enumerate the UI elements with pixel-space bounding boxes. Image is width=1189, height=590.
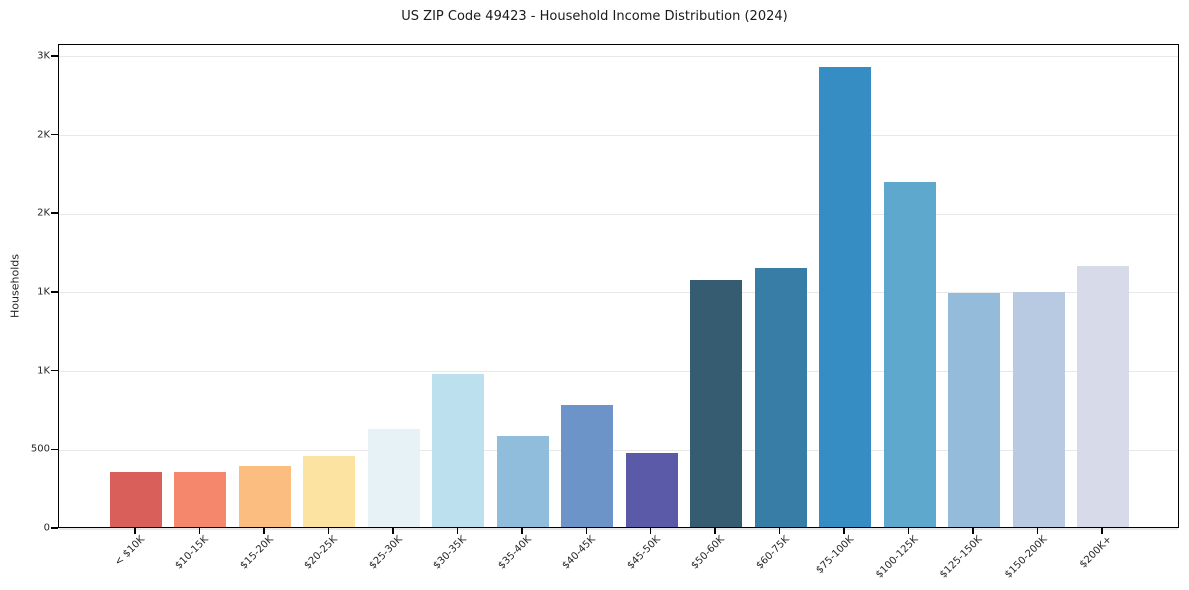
x-tick-label: $45-50K — [625, 534, 663, 572]
x-tick-mark — [907, 528, 910, 534]
y-tick-mark — [51, 55, 58, 57]
y-tick-mark — [51, 212, 58, 214]
bar — [432, 373, 485, 527]
bar — [496, 435, 549, 527]
gridline — [59, 371, 1178, 373]
gridline — [59, 528, 1178, 530]
bar — [1077, 265, 1129, 527]
bar — [754, 268, 807, 527]
x-tick-mark — [1036, 528, 1039, 534]
bar — [625, 453, 678, 527]
gridlines-layer — [59, 45, 1178, 530]
x-tick-label: $20-25K — [302, 534, 341, 572]
x-tick-label: $15-20K — [238, 534, 276, 572]
y-tick-mark — [51, 369, 58, 372]
x-tick-label: $150-200K — [1002, 534, 1050, 581]
plot-area — [58, 44, 1179, 530]
x-tick-mark — [456, 528, 459, 534]
x-tick-label: $25-30K — [367, 534, 405, 572]
gridline — [59, 292, 1178, 294]
y-tick-label: 1K — [37, 365, 50, 377]
bar — [174, 471, 227, 527]
x-tick-mark — [972, 528, 974, 534]
bar — [1012, 291, 1065, 527]
y-tick-label: 500 — [30, 443, 50, 455]
bar — [561, 405, 614, 527]
x-tick-label: $40-45K — [560, 534, 599, 572]
bar — [238, 465, 291, 527]
chart-title: US ZIP Code 49423 - Household Income Dis… — [401, 9, 788, 24]
gridline — [59, 56, 1178, 58]
x-tick-mark — [198, 528, 201, 534]
y-tick-label: 3K — [37, 50, 50, 62]
bar — [948, 292, 1001, 527]
x-tick-mark — [1101, 528, 1103, 534]
y-tick-mark — [51, 527, 58, 529]
x-tick-label: < $10K — [112, 534, 147, 569]
x-tick-label: $30-35K — [431, 534, 470, 572]
x-tick-label: $125-150K — [938, 534, 985, 581]
x-tick-mark — [327, 528, 330, 534]
x-tick-label: $200K+ — [1077, 534, 1114, 571]
y-tick-mark — [51, 291, 58, 293]
bar — [110, 471, 162, 527]
x-tick-mark — [714, 528, 716, 534]
x-tick-mark — [778, 528, 781, 534]
x-tick-label: $60-75K — [753, 534, 792, 572]
bar — [690, 279, 743, 527]
x-tick-mark — [263, 528, 265, 534]
gridline — [59, 134, 1178, 137]
x-tick-mark — [585, 528, 588, 534]
x-tick-label: $75-100K — [813, 534, 856, 576]
x-tick-label: $100-125K — [873, 534, 921, 581]
bar — [367, 429, 420, 527]
gridline — [59, 213, 1178, 215]
x-tick-label: $50-60K — [689, 534, 727, 572]
bar — [819, 67, 872, 527]
x-tick-label: $10-15K — [173, 534, 212, 572]
bar — [883, 181, 936, 527]
y-tick-label: 1K — [37, 286, 50, 298]
x-tick-mark — [649, 528, 652, 534]
x-tick-mark — [134, 528, 136, 534]
x-tick-label: $35-40K — [496, 534, 534, 572]
y-tick-label: 2K — [37, 207, 50, 219]
x-tick-mark — [521, 528, 523, 534]
bar — [303, 456, 356, 527]
x-tick-mark — [843, 528, 845, 534]
x-tick-mark — [392, 528, 394, 534]
y-tick-mark — [51, 133, 58, 136]
y-tick-mark — [51, 448, 58, 451]
y-tick-label: 0 — [43, 522, 50, 534]
y-tick-label: 2K — [37, 129, 50, 140]
bars-layer — [59, 45, 1178, 527]
gridline — [59, 449, 1178, 451]
